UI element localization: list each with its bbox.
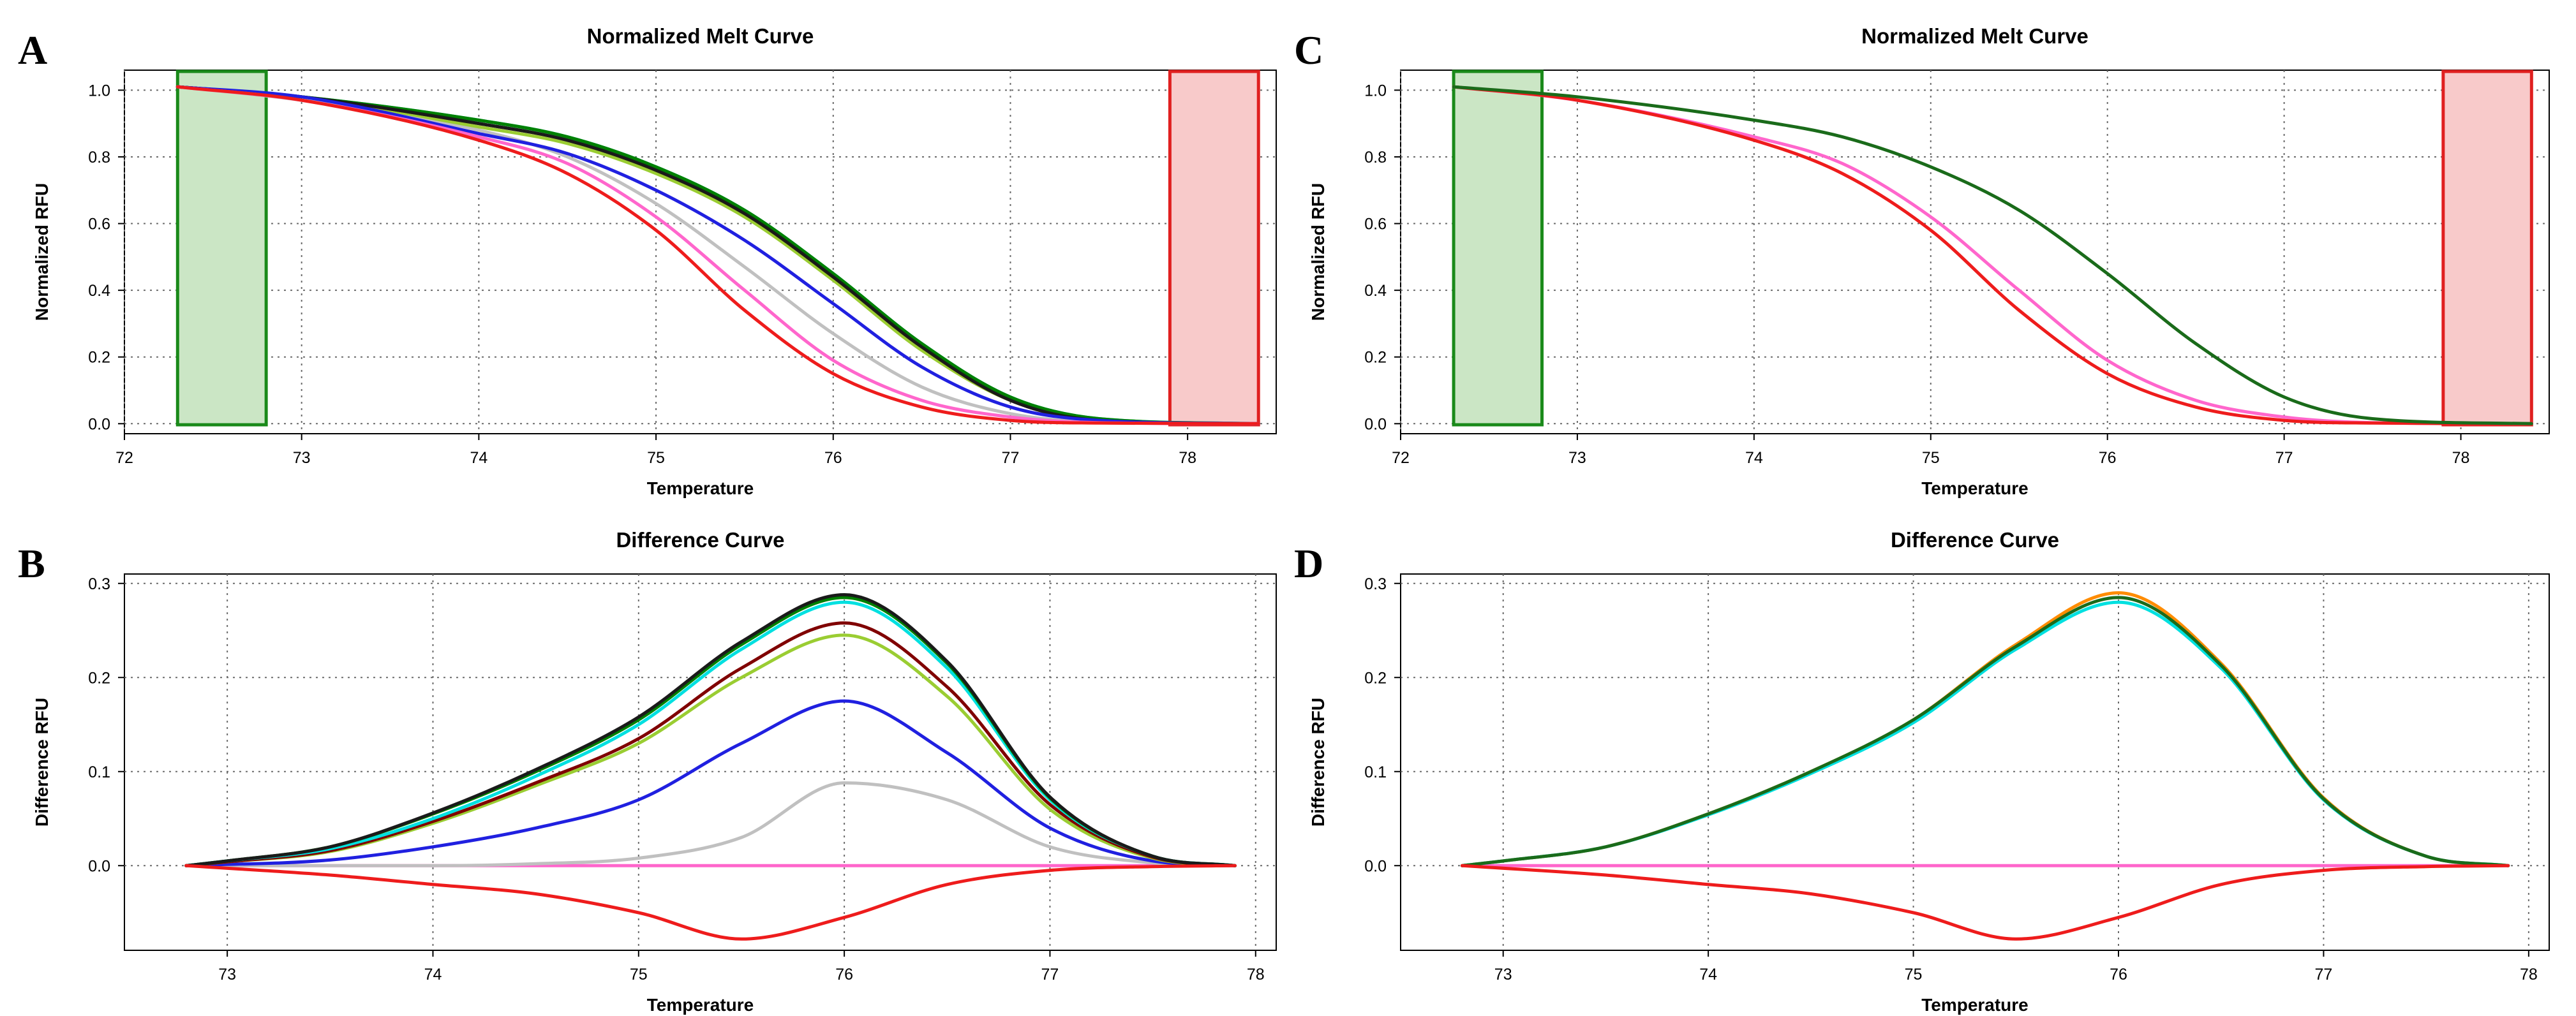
y-axis-label: Difference RFU: [32, 698, 52, 827]
x-tick-label: 75: [647, 449, 665, 467]
y-tick-label: 0.2: [1364, 669, 1387, 687]
x-tick-label: 73: [293, 449, 311, 467]
x-tick-label: 76: [2099, 449, 2117, 467]
x-tick-label: 74: [1699, 966, 1717, 983]
chart-panel-d: D Difference Curve 73 74 75 76 77 78 0.0 0.1 0.2 0.…: [1294, 528, 2550, 1015]
y-tick-label: 0.3: [88, 575, 110, 593]
panel-letter: D: [1294, 541, 1323, 586]
series-line-red: [1460, 864, 2510, 941]
chart-title: Normalized Melt Curve: [1861, 24, 2088, 48]
y-tick-label: 0.2: [88, 669, 110, 687]
x-tick-label: 73: [218, 966, 236, 983]
x-tick-label: 77: [1041, 966, 1059, 983]
x-tick-label: 76: [824, 449, 842, 467]
y-tick-label: 0.8: [1364, 149, 1387, 166]
panel-letter: A: [18, 27, 47, 73]
series-group: [1460, 591, 2510, 941]
x-tick-label: 78: [1179, 449, 1196, 467]
series-line-maroon: [184, 621, 1237, 867]
region-post-melt: [1168, 70, 1260, 427]
series-group: [1452, 85, 2533, 425]
x-tick-label: 74: [424, 966, 442, 983]
y-tick-label: 0.2: [1364, 349, 1387, 367]
y-axis-label: Difference RFU: [1308, 698, 1328, 827]
plot-area: [1400, 573, 2550, 951]
panel-letter: B: [18, 541, 45, 586]
y-tick-label: 0.1: [1364, 763, 1387, 781]
x-tick-label: 73: [1494, 966, 1512, 983]
y-tick-label: 0.6: [88, 216, 110, 233]
x-tick-label: 76: [835, 966, 853, 983]
x-tick-label: 74: [1745, 449, 1763, 467]
region-post-melt: [2441, 70, 2533, 427]
x-tick-label: 77: [2275, 449, 2293, 467]
series-line-blue: [184, 699, 1237, 867]
x-tick-label: 73: [1568, 449, 1586, 467]
series-line-black: [175, 85, 1260, 425]
x-tick-label: 77: [1002, 449, 1020, 467]
y-tick-label: 0.8: [88, 149, 110, 166]
y-tick-label: 0.1: [88, 763, 110, 781]
y-tick-label: 0.3: [1364, 575, 1387, 593]
x-axis-label: Temperature: [1921, 478, 2029, 498]
y-tick-label: 0.2: [88, 349, 110, 367]
x-tick-label: 75: [1905, 966, 1923, 983]
chart-title: Normalized Melt Curve: [587, 24, 814, 48]
chart-panel-b: B Difference Curve 73 74 75 76 77 78 0.0 0.1 0.2 0.…: [18, 528, 1277, 1015]
chart-panel-a: A Normalized Melt Curve 72 73 74 75 76 77 78 0.0 0…: [18, 24, 1277, 498]
x-tick-label: 74: [470, 449, 488, 467]
series-line-blue: [175, 85, 1260, 425]
y-tick-label: 0.0: [88, 857, 110, 875]
series-line-green: [175, 85, 1260, 425]
panel-letter: C: [1294, 27, 1323, 73]
x-tick-label: 76: [2110, 966, 2127, 983]
y-tick-label: 0.0: [88, 415, 110, 433]
x-tick-label: 77: [2315, 966, 2333, 983]
x-tick-label: 72: [115, 449, 133, 467]
x-axis-label: Temperature: [647, 478, 754, 498]
region-pre-melt: [1452, 70, 1544, 427]
plot-area: [124, 573, 1277, 951]
series-line-green: [1452, 85, 2533, 425]
series-line-red: [184, 864, 1237, 941]
series-group: [175, 85, 1260, 425]
y-tick-label: 1.0: [88, 82, 110, 99]
chart-panel-c: C Normalized Melt Curve 72 73 74 75 76 77 78 0.0 0…: [1294, 24, 2550, 498]
x-axis-label: Temperature: [1921, 995, 2029, 1015]
chart-title: Difference Curve: [616, 528, 784, 552]
x-tick-label: 78: [1247, 966, 1265, 983]
x-axis-label: Temperature: [647, 995, 754, 1015]
y-tick-label: 0.6: [1364, 216, 1387, 233]
x-tick-label: 75: [630, 966, 648, 983]
y-axis-label: Normalized RFU: [1308, 183, 1328, 321]
x-tick-label: 78: [2520, 966, 2538, 983]
y-tick-label: 0.4: [1364, 282, 1387, 300]
series-group: [184, 593, 1237, 941]
y-tick-label: 0.0: [1364, 415, 1387, 433]
y-axis-label: Normalized RFU: [32, 183, 52, 321]
chart-title: Difference Curve: [1891, 528, 2059, 552]
y-tick-label: 1.0: [1364, 82, 1387, 99]
region-pre-melt: [175, 70, 268, 427]
x-tick-label: 78: [2452, 449, 2470, 467]
series-line-red: [175, 85, 1260, 425]
series-line-green: [1460, 596, 2510, 867]
x-tick-label: 72: [1392, 449, 1410, 467]
y-tick-label: 0.0: [1364, 857, 1387, 875]
series-line-gray: [184, 781, 1237, 867]
series-line-red: [1452, 85, 2533, 425]
series-line-black: [184, 593, 1237, 867]
x-tick-label: 75: [1922, 449, 1940, 467]
y-tick-label: 0.4: [88, 282, 110, 300]
